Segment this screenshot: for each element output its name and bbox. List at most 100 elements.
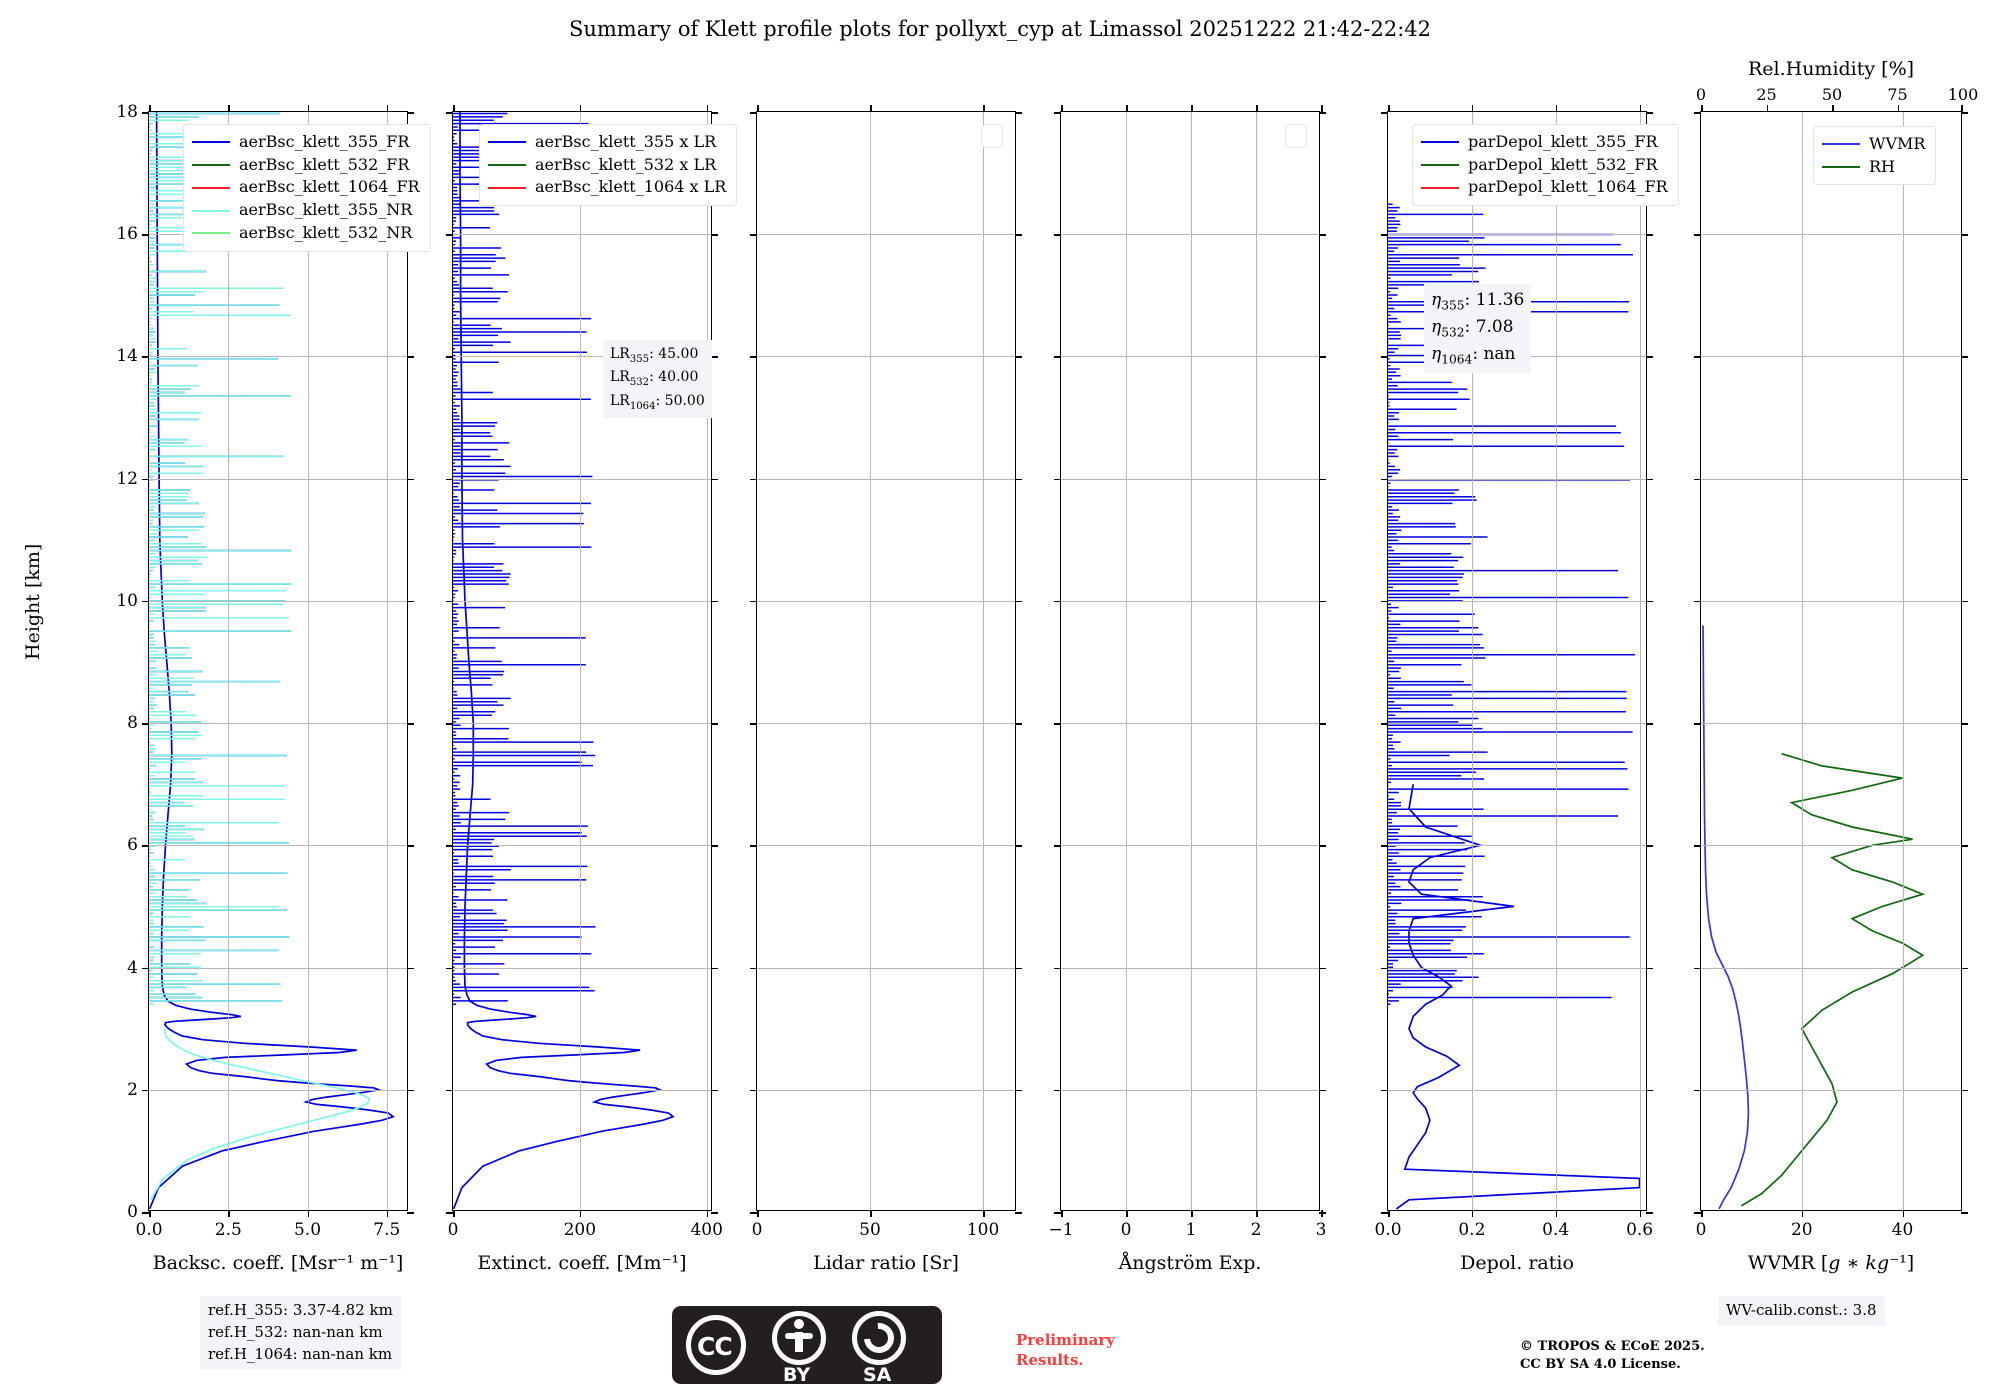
annotation-symbol: LR532: [610,369,659,389]
legend-item[interactable]: aerBsc_klett_355_FR [192,131,420,154]
y-tick [711,478,718,481]
gridline-horizontal [149,478,407,480]
gridline-horizontal [1701,234,1961,236]
series-WVMR [1702,625,1750,1210]
y-tick [407,1089,414,1092]
y-tick [1054,600,1061,603]
series-noise-aerBsc_klett_355_NR [149,112,292,1005]
legend-depol-ratio[interactable]: parDepol_klett_355_FR parDepol_klett_532_… [1412,124,1679,207]
legend-extinction[interactable]: aerBsc_klett_355 x LR aerBsc_klett_532 x … [479,124,738,207]
legend-item[interactable]: parDepol_klett_532_FR [1421,154,1668,177]
cc-license-badge[interactable]: CC BY SA [672,1306,942,1386]
series-aerBsc_klett_355_FR [149,112,395,1210]
y-tick [1694,1212,1701,1214]
legend-item[interactable]: parDepol_klett_1064_FR [1421,176,1668,199]
by-person-head [794,1319,804,1329]
x-tick-label: 1 [1185,1220,1197,1240]
x-tick [1126,1210,1128,1217]
gridline-vertical [579,112,581,1210]
legend-item[interactable]: aerBsc_klett_355 x LR [488,131,726,154]
legend-item[interactable]: parDepol_klett_355_FR [1421,131,1668,154]
legend-item[interactable]: aerBsc_klett_532_NR [192,222,420,245]
cc-icon-label: CC [697,1332,733,1361]
gridline-horizontal [757,600,1015,602]
y-tick [750,112,757,114]
gridline-vertical [1555,112,1557,1210]
annotation-symbol: η1064: [1431,344,1484,367]
legend-wvmr[interactable]: WVMR RH [1813,126,1937,186]
legend-label: aerBsc_klett_1064 x LR [535,177,727,197]
legend-label: parDepol_klett_532_FR [1468,154,1658,174]
y-tick [1694,1089,1701,1092]
x-tick-label: 400 [690,1220,723,1240]
legend-item[interactable]: aerBsc_klett_532_FR [192,154,420,177]
y-tick-label: 16 [116,224,138,245]
x-tick [1191,1210,1193,1217]
y-tick-label: 10 [116,590,138,611]
y-tick [750,234,757,236]
legend-item[interactable]: RH [1822,156,1925,179]
gridline-horizontal [757,478,1015,480]
y-tick [750,1089,757,1092]
y-tick [1319,600,1326,603]
y-tick [1694,478,1701,481]
y-tick [142,600,149,603]
y-tick [1319,845,1326,847]
y-tick [1646,1089,1653,1092]
y-tick [1054,723,1061,725]
legend-angstroem-empty[interactable] [1285,124,1307,148]
gridline-vertical [870,112,871,1210]
x-tick [1061,1210,1063,1217]
y-tick-label: 12 [116,468,138,489]
x-tick [1388,1210,1390,1217]
copyright-line-1: © TROPOS & ECoE 2025. [1520,1339,1705,1354]
legend-item[interactable]: aerBsc_klett_355_NR [192,199,420,222]
y-tick [407,723,414,725]
legend-item[interactable]: aerBsc_klett_532 x LR [488,154,726,177]
annotation-value: 50.00 [664,392,705,409]
panel-extinction[interactable]: aerBsc_klett_355 x LR aerBsc_klett_532 x … [446,105,738,1274]
legend-color-swatch [192,141,230,144]
x-axis-title-backscatter: Backsc. coeff. [Msr⁻¹ m⁻¹] [152,1252,404,1274]
legend-lidar-ratio-empty[interactable] [981,124,1003,148]
y-tick [711,845,718,847]
gridline-horizontal [1061,356,1319,358]
legend-item[interactable]: aerBsc_klett_1064_FR [192,176,420,199]
y-tick [142,356,149,358]
y-tick [750,845,757,847]
gridline-horizontal [453,723,711,725]
y-tick [407,112,414,114]
y-tick [1694,600,1701,603]
y-tick [142,845,149,847]
x-tick [983,105,985,112]
legend-backscatter[interactable]: aerBsc_klett_355_FR aerBsc_klett_532_FR ae… [183,124,431,252]
y-tick [1381,112,1388,114]
legend-item[interactable]: WVMR [1822,133,1925,156]
x-tick [1321,105,1323,112]
panel-backscatter[interactable]: aerBsc_klett_355_FR aerBsc_klett_532_FR ae… [116,102,431,1274]
x-tick-label: 0 [1120,1220,1132,1240]
x-tick [1701,1210,1703,1217]
annotation-value: 45.00 [658,346,699,362]
panel-angstroem[interactable]: Ångström Exp. −1 0 1 2 3 [1048,105,1326,1274]
y-tick [1319,967,1326,970]
gridline-horizontal [1061,967,1319,969]
y-tick-label: 8 [127,713,138,734]
y-tick [446,356,453,358]
y-tick [142,478,149,481]
x-tick [149,1210,151,1217]
x-tick-top [1701,105,1703,112]
y-tick [750,478,757,481]
y-tick [142,723,149,725]
panel-lidar-ratio[interactable]: Lidar ratio [Sr] 0 50 100 [750,105,1022,1274]
gridline-horizontal [1701,478,1961,480]
y-tick [1319,356,1326,358]
gridline-horizontal [453,1089,711,1091]
panel-wvmr[interactable]: WVMR RH WVMR [𝑔 ∗ 𝑘𝑔⁻¹] Rel.Humidity [%] … [1694,58,1978,1274]
y-tick-label: 0 [127,1202,138,1222]
panel-depol-ratio[interactable]: parDepol_klett_355_FR parDepol_klett_532_… [1374,105,1679,1274]
gridline-horizontal [1388,723,1646,725]
y-tick [407,356,414,358]
legend-item[interactable]: aerBsc_klett_1064 x LR [488,176,726,199]
y-tick [1646,600,1653,603]
